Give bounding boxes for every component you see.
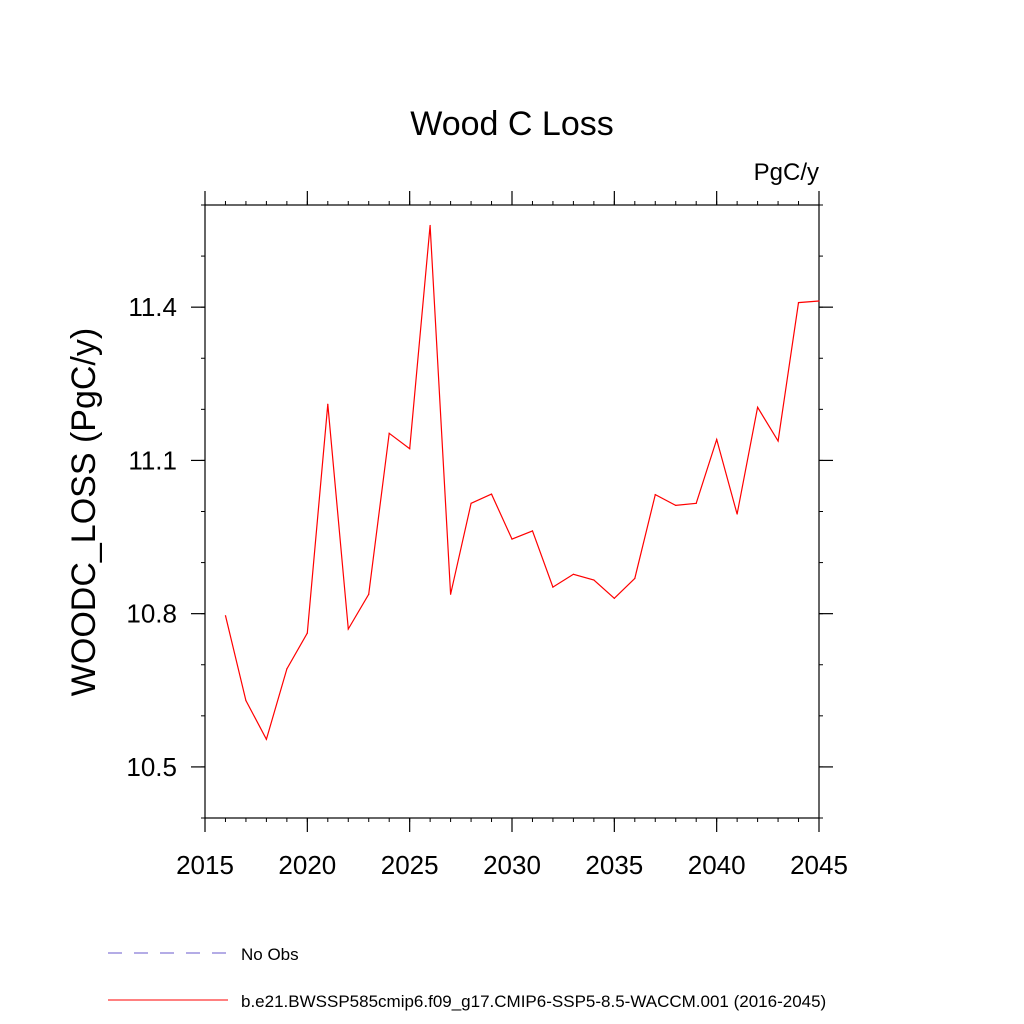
series-line [224,225,820,741]
data-point [490,493,493,495]
data-point [675,504,677,506]
data-point [245,699,247,702]
y-tick-label: 10.8 [126,599,177,629]
y-axis-label: WOODC_LOSS (PgC/y) [65,328,103,696]
data-point [818,300,820,302]
data-point [368,593,370,595]
legend: No Obs b.e21.BWSSP585cmip6.f09_g17.CMIP6-… [108,945,826,1011]
y-axis-ticks: 10.5 10.8 11.1 11.4 [126,204,833,819]
x-axis-ticks: 2015 2020 2025 2030 2035 2040 2045 [176,191,848,880]
chart-title: Wood C Loss [410,105,613,143]
x-tick-label: 2020 [278,850,336,880]
legend-label: b.e21.BWSSP585cmip6.f09_g17.CMIP6-SSP5-8… [241,992,826,1011]
data-point [634,577,636,580]
data-point [716,438,718,441]
data-point [327,403,329,405]
data-point [593,579,595,581]
data-point [286,668,288,670]
x-tick-label: 2040 [688,850,746,880]
x-tick-label: 2025 [381,850,439,880]
data-point [265,738,267,740]
x-tick-label: 2035 [585,850,643,880]
data-point [388,432,390,434]
data-point [572,573,575,575]
data-point [306,632,308,634]
data-point [224,615,227,617]
x-tick-label: 2030 [483,850,541,880]
data-point [409,448,411,450]
data-point [757,406,759,408]
data-point [511,538,513,540]
x-tick-label: 2015 [176,850,234,880]
y-tick-label: 11.1 [128,445,177,475]
x-tick-label: 2045 [790,850,848,880]
data-point [429,224,431,227]
data-point [695,502,697,504]
units-label: PgC/y [754,159,819,186]
series-group [224,224,820,741]
data-point [797,301,800,304]
plot-frame [204,204,820,819]
data-point [347,628,349,630]
y-tick-label: 10.5 [126,752,177,782]
axes [204,204,820,819]
data-point [777,440,779,442]
data-point [613,597,615,599]
legend-label: No Obs [241,945,299,964]
data-point [736,513,738,515]
data-point [531,530,534,532]
data-point [450,593,452,595]
y-tick-label: 11.4 [128,292,177,322]
data-point [654,494,656,496]
data-point [552,586,554,588]
data-point [470,502,472,504]
